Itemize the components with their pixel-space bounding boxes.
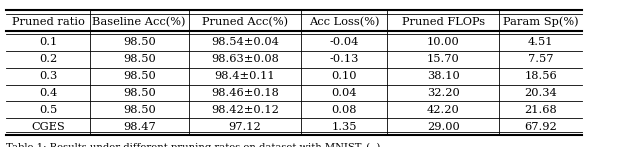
Text: -0.04: -0.04	[330, 37, 358, 47]
Text: Pruned Acc(%): Pruned Acc(%)	[202, 17, 288, 27]
Text: CGES: CGES	[31, 122, 65, 132]
Text: 98.50: 98.50	[123, 105, 156, 115]
Text: Table 1: Results under different pruning rates on dataset with MNIST. (  ): Table 1: Results under different pruning…	[6, 143, 381, 147]
Text: 98.50: 98.50	[123, 54, 156, 64]
Text: 98.46±0.18: 98.46±0.18	[211, 88, 279, 98]
Text: 98.4±0.11: 98.4±0.11	[214, 71, 275, 81]
Text: 98.63±0.08: 98.63±0.08	[211, 54, 279, 64]
Text: 18.56: 18.56	[524, 71, 557, 81]
Text: 0.1: 0.1	[39, 37, 57, 47]
Text: Baseline Acc(%): Baseline Acc(%)	[92, 17, 186, 27]
Text: 0.4: 0.4	[39, 88, 57, 98]
Text: 38.10: 38.10	[427, 71, 460, 81]
Text: 98.50: 98.50	[123, 37, 156, 47]
Text: Pruned FLOPs: Pruned FLOPs	[402, 17, 484, 27]
Text: 0.10: 0.10	[332, 71, 356, 81]
Text: 0.3: 0.3	[39, 71, 57, 81]
Text: 0.08: 0.08	[332, 105, 356, 115]
Text: -0.13: -0.13	[330, 54, 358, 64]
Text: 15.70: 15.70	[427, 54, 460, 64]
Text: 10.00: 10.00	[427, 37, 460, 47]
Text: 1.35: 1.35	[332, 122, 356, 132]
Text: 32.20: 32.20	[427, 88, 460, 98]
Text: 67.92: 67.92	[524, 122, 557, 132]
Text: 0.04: 0.04	[332, 88, 356, 98]
Text: 98.54±0.04: 98.54±0.04	[211, 37, 279, 47]
Text: 21.68: 21.68	[524, 105, 557, 115]
Text: 4.51: 4.51	[528, 37, 554, 47]
Text: 98.50: 98.50	[123, 88, 156, 98]
Text: Acc Loss(%): Acc Loss(%)	[308, 17, 380, 27]
Text: Pruned ratio: Pruned ratio	[12, 17, 84, 27]
Text: 7.57: 7.57	[528, 54, 554, 64]
Text: 97.12: 97.12	[228, 122, 261, 132]
Text: 20.34: 20.34	[524, 88, 557, 98]
Text: 42.20: 42.20	[427, 105, 460, 115]
Text: 0.2: 0.2	[39, 54, 57, 64]
Text: 98.42±0.12: 98.42±0.12	[211, 105, 279, 115]
Text: 0.5: 0.5	[39, 105, 57, 115]
Text: 98.50: 98.50	[123, 71, 156, 81]
Text: 98.47: 98.47	[123, 122, 156, 132]
Text: 29.00: 29.00	[427, 122, 460, 132]
Text: Param Sp(%): Param Sp(%)	[503, 17, 579, 27]
